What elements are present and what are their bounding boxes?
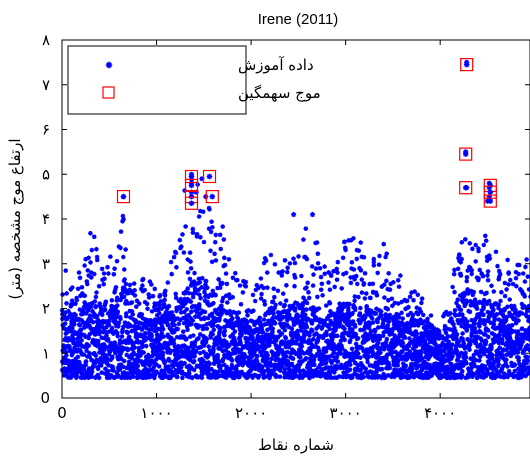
y-tick-label: ۳	[42, 255, 50, 273]
rogue-wave-square	[483, 185, 497, 199]
y-tick-label: ۸	[42, 31, 50, 49]
rogue-wave-point	[463, 61, 470, 68]
x-tick-label: ۱۰۰۰	[140, 404, 172, 422]
y-axis-label: ارتفاع موج مشخصه (متر)	[6, 138, 25, 299]
x-axis-ticks: 0 ۱۰۰۰ ۲۰۰۰ ۳۰۰۰ ۴۰۰۰	[57, 40, 456, 422]
rogue-wave-point	[120, 193, 127, 200]
rogue-wave-point	[462, 184, 469, 191]
rogue-wave-point	[209, 193, 216, 200]
rogue-wave-point	[462, 151, 469, 157]
chart-title: Irene (2011)	[258, 11, 339, 28]
legend-entry-training: داده آموزش	[238, 56, 314, 74]
rogue-wave-point	[487, 189, 494, 195]
rogue-wave-square	[184, 178, 199, 192]
y-tick-label: ۱	[42, 344, 50, 362]
rogue-wave-square	[184, 196, 199, 210]
legend-asterisk	[105, 61, 113, 69]
rogue-wave-point	[206, 173, 213, 180]
x-tick-label: ۴۰۰۰	[424, 404, 456, 422]
x-axis-label: شماره نقاط	[258, 436, 334, 454]
rogue-wave-square	[205, 190, 219, 204]
rogue-wave-point	[487, 182, 494, 189]
rogue-wave-square	[116, 190, 131, 204]
rogue-wave-square	[184, 169, 199, 184]
rogue-wave-point	[188, 173, 195, 180]
y-tick-label: 0	[40, 389, 50, 407]
rogue-wave-markers	[116, 57, 497, 210]
y-tick-label: ۶	[42, 121, 50, 139]
y-tick-label: ۴	[42, 210, 50, 228]
rogue-wave-point	[188, 182, 195, 189]
x-tick-label: 0	[57, 404, 67, 422]
rogue-wave-square	[460, 57, 474, 72]
y-tick-label: ۷	[42, 76, 50, 94]
rogue-wave-square	[202, 169, 217, 184]
rogue-wave-point	[188, 200, 195, 207]
x-tick-label: ۳۰۰۰	[330, 404, 362, 422]
rogue-wave-point	[188, 193, 195, 200]
y-tick-label: ۵	[42, 165, 50, 183]
legend: داده آموزش موج سهمگین	[67, 45, 321, 115]
rogue-wave-point	[487, 198, 494, 204]
y-tick-label: ۲	[42, 300, 50, 318]
rogue-wave-square	[459, 181, 473, 195]
legend-marker-asterisk	[105, 61, 113, 69]
legend-entry-rogue: موج سهمگین	[238, 84, 321, 103]
legend-marker-square	[102, 86, 115, 99]
rogue-wave-square	[459, 147, 473, 161]
x-tick-label: ۲۰۰۰	[235, 404, 267, 422]
rogue-wave-square	[483, 194, 497, 208]
legend-box	[67, 45, 247, 115]
y-axis-ticks: 0 ۱ ۲ ۳ ۴ ۵ ۶ ۷ ۸	[40, 31, 530, 407]
